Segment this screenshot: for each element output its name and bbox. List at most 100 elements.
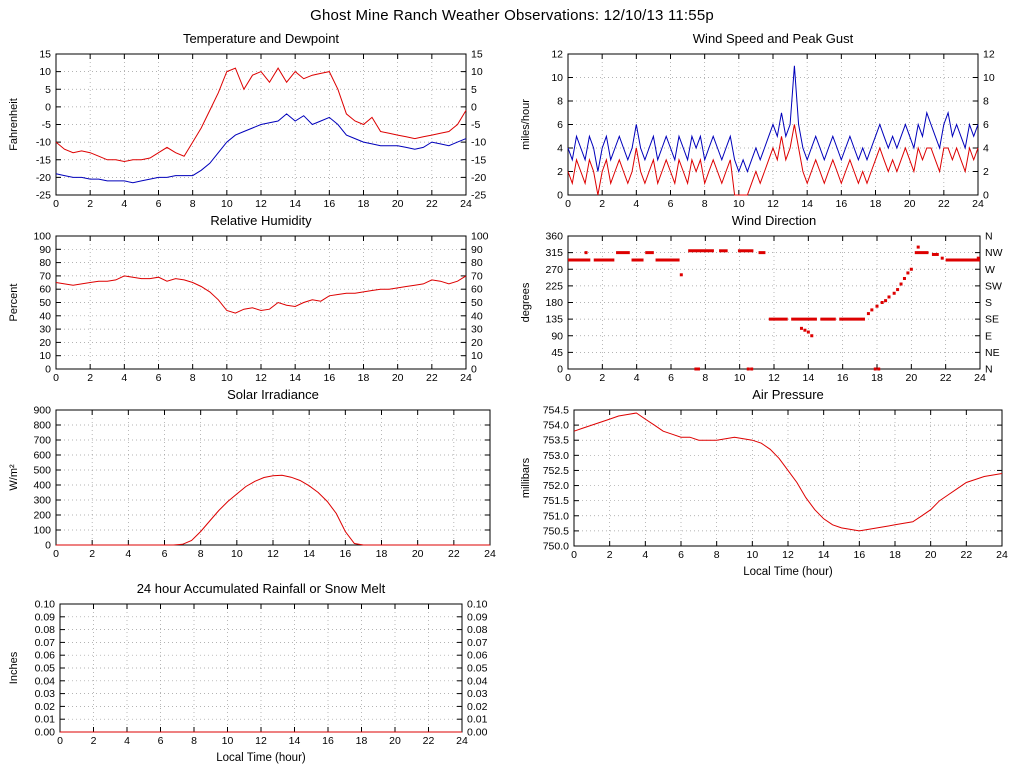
svg-text:4: 4 <box>557 143 563 155</box>
svg-text:24: 24 <box>974 372 986 384</box>
svg-text:14: 14 <box>801 198 813 210</box>
svg-text:4: 4 <box>642 549 648 561</box>
svg-text:W: W <box>985 264 995 276</box>
svg-text:0: 0 <box>983 190 989 202</box>
svg-text:0.02: 0.02 <box>467 701 488 713</box>
svg-text:0.05: 0.05 <box>467 663 488 675</box>
svg-text:E: E <box>985 330 992 342</box>
svg-text:10: 10 <box>733 198 745 210</box>
svg-text:24: 24 <box>972 198 984 210</box>
svg-text:18: 18 <box>356 735 368 747</box>
series-point-wind-direction <box>896 288 900 292</box>
series-relative-humidity <box>55 275 467 314</box>
svg-text:8: 8 <box>190 198 196 210</box>
svg-text:4: 4 <box>124 735 130 747</box>
chart-cell-rainfall: 24 hour Accumulated Rainfall or Snow Mel… <box>6 580 506 766</box>
svg-text:0.06: 0.06 <box>467 650 488 662</box>
plot-border-solar-irradiance <box>55 409 491 546</box>
x-axis-label-air-pressure: Local Time (hour) <box>743 566 833 578</box>
svg-text:225: 225 <box>545 280 563 292</box>
svg-text:12: 12 <box>767 198 779 210</box>
series-point-wind-direction <box>870 308 874 312</box>
svg-text:0.07: 0.07 <box>35 637 56 649</box>
svg-text:0: 0 <box>557 364 563 376</box>
svg-text:90: 90 <box>471 244 483 256</box>
svg-text:18: 18 <box>870 198 882 210</box>
chart-air-pressure: Air Pressure 750.0 750.5 751.0 751.5 752.0 752… <box>520 387 1008 578</box>
svg-text:100: 100 <box>33 525 51 537</box>
svg-text:270: 270 <box>545 264 563 276</box>
svg-text:-25: -25 <box>471 190 486 202</box>
y-axis-label-solar-irradiance: W/m² <box>8 464 20 491</box>
svg-text:14: 14 <box>289 735 301 747</box>
svg-text:90: 90 <box>39 244 51 256</box>
svg-text:20: 20 <box>905 372 917 384</box>
svg-text:135: 135 <box>545 314 563 326</box>
chart-title-rainfall: 24 hour Accumulated Rainfall or Snow Mel… <box>137 581 386 596</box>
svg-text:-5: -5 <box>471 119 480 131</box>
svg-text:10: 10 <box>222 735 234 747</box>
svg-text:16: 16 <box>323 372 335 384</box>
svg-text:6: 6 <box>156 372 162 384</box>
svg-text:8: 8 <box>983 96 989 108</box>
svg-text:0: 0 <box>565 372 571 384</box>
svg-text:752.0: 752.0 <box>543 480 569 492</box>
svg-text:30: 30 <box>39 324 51 336</box>
svg-text:12: 12 <box>768 372 780 384</box>
svg-text:SW: SW <box>985 280 1002 292</box>
svg-text:5: 5 <box>471 84 477 96</box>
series-point-wind-direction <box>877 367 881 371</box>
svg-text:6: 6 <box>557 119 563 131</box>
svg-text:22: 22 <box>423 735 435 747</box>
svg-text:200: 200 <box>33 510 51 522</box>
y-axis-label-rainfall: Inches <box>8 651 20 684</box>
y-axis-label-temperature-dewpoint: Fahrenheit <box>8 98 20 151</box>
series-point-wind-direction <box>902 276 906 280</box>
svg-text:5: 5 <box>45 84 51 96</box>
svg-text:16: 16 <box>837 372 849 384</box>
svg-text:300: 300 <box>33 495 51 507</box>
charts-grid: Temperature and Dewpoint -25 -25 -20 -20 -15 -… <box>0 30 1024 766</box>
series-air-pressure <box>573 412 1003 532</box>
svg-text:0.01: 0.01 <box>35 714 56 726</box>
svg-text:10: 10 <box>471 350 483 362</box>
svg-text:20: 20 <box>392 198 404 210</box>
svg-text:-20: -20 <box>471 172 486 184</box>
svg-text:6: 6 <box>162 548 168 560</box>
svg-text:16: 16 <box>322 735 334 747</box>
svg-text:20: 20 <box>392 372 404 384</box>
chart-cell-wind-direction: Wind Direction 0 N 45 NE 90 E 135 SE 180 S 225 SW 270… <box>518 212 1018 386</box>
svg-text:20: 20 <box>412 548 424 560</box>
svg-text:500: 500 <box>33 465 51 477</box>
svg-text:900: 900 <box>33 405 51 417</box>
svg-text:SE: SE <box>985 314 999 326</box>
series-point-wind-direction <box>875 304 879 308</box>
svg-text:20: 20 <box>39 337 51 349</box>
series-point-wind-direction <box>806 330 810 334</box>
svg-text:-25: -25 <box>36 190 51 202</box>
svg-text:50: 50 <box>471 297 483 309</box>
svg-text:400: 400 <box>33 480 51 492</box>
svg-text:0.00: 0.00 <box>35 727 56 739</box>
svg-text:12: 12 <box>255 372 267 384</box>
svg-text:-15: -15 <box>36 154 51 166</box>
series-point-wind-direction <box>906 271 910 275</box>
svg-text:0: 0 <box>557 190 563 202</box>
svg-text:45: 45 <box>551 347 563 359</box>
svg-text:10: 10 <box>734 372 746 384</box>
series-wind-speed-gust <box>567 65 979 173</box>
svg-text:10: 10 <box>231 548 243 560</box>
svg-text:14: 14 <box>289 198 301 210</box>
svg-text:0.07: 0.07 <box>467 637 488 649</box>
chart-title-relative-humidity: Relative Humidity <box>210 213 312 228</box>
svg-text:80: 80 <box>471 257 483 269</box>
svg-text:15: 15 <box>39 49 51 61</box>
svg-text:754.5: 754.5 <box>543 405 569 417</box>
svg-text:10: 10 <box>551 72 563 84</box>
svg-text:315: 315 <box>545 247 563 259</box>
svg-text:10: 10 <box>39 66 51 78</box>
svg-text:8: 8 <box>191 735 197 747</box>
svg-text:100: 100 <box>33 231 51 243</box>
plot-border-relative-humidity <box>55 235 467 370</box>
svg-text:2: 2 <box>983 166 989 178</box>
